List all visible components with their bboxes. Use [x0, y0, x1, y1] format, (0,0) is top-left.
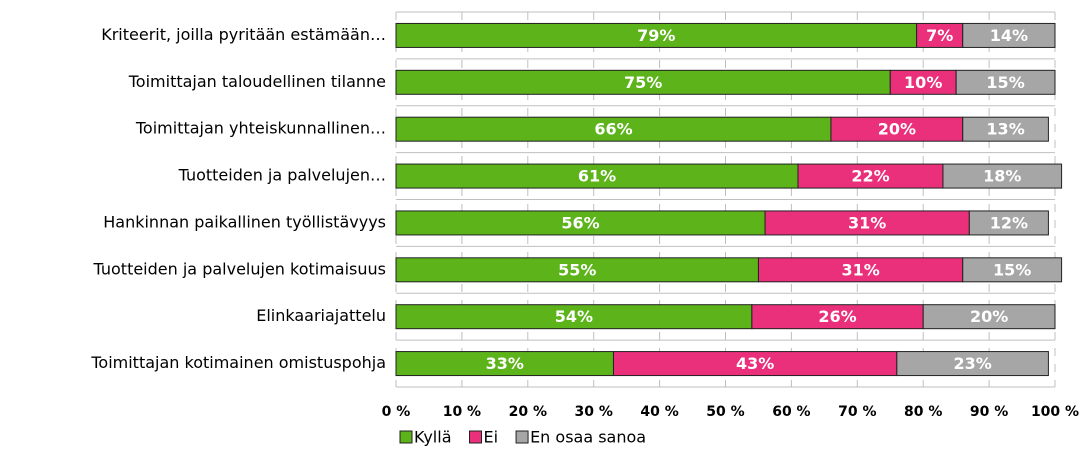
legend-label: Ei [484, 428, 499, 447]
x-tick-label: 50 % [706, 404, 744, 420]
bar-segment [968, 210, 1049, 236]
bar-segment [757, 257, 964, 283]
legend-swatch [469, 430, 482, 444]
value-label: 43% [736, 354, 774, 373]
legend-swatch [399, 430, 413, 444]
bar-segment [395, 116, 832, 142]
x-tick-label: 70 % [838, 404, 876, 420]
value-label: 56% [561, 213, 599, 232]
bar-segment [955, 69, 1056, 95]
legend-label: En osaa sanoa [530, 428, 646, 447]
category-label: Toimittajan kotimainen omistuspohja [90, 353, 386, 372]
bar-segment [395, 304, 753, 330]
bar-segment [962, 22, 1056, 48]
x-tick-label: 10 % [443, 404, 481, 420]
value-label: 75% [624, 73, 662, 92]
value-label: 66% [594, 120, 632, 139]
bar-segment [395, 351, 614, 377]
value-label: 33% [486, 354, 524, 373]
bar-segment [395, 210, 766, 236]
value-label: 20% [878, 120, 916, 139]
bar-segment [830, 116, 964, 142]
x-tick-label: 20 % [509, 404, 547, 420]
value-label: 31% [841, 260, 879, 279]
x-tick-label: 40 % [640, 404, 678, 420]
value-label: 79% [637, 26, 675, 45]
bar-segment [942, 163, 1063, 189]
value-label: 55% [558, 260, 596, 279]
bar-segment [612, 351, 898, 377]
value-label: 12% [990, 213, 1028, 232]
bar-segment [916, 22, 964, 48]
x-tick-label: 30 % [575, 404, 613, 420]
value-label: 14% [990, 26, 1028, 45]
value-label: 13% [986, 120, 1024, 139]
legend-swatch [515, 430, 529, 444]
category-label: Kriteerit, joilla pyritään estämään… [101, 25, 386, 44]
value-label: 22% [851, 167, 889, 186]
bar-segment [962, 257, 1063, 283]
value-label: 18% [983, 167, 1021, 186]
bar-segment [889, 69, 957, 95]
x-tick-label: 60 % [772, 404, 810, 420]
value-label: 23% [953, 354, 991, 373]
category-label: Elinkaariajattelu [256, 306, 386, 325]
category-label: Hankinnan paikallinen työllistävyys [103, 212, 386, 231]
x-tick-label: 0 % [382, 404, 411, 420]
bar-segment [896, 351, 1049, 377]
value-label: 15% [993, 260, 1031, 279]
bar-segment [962, 116, 1049, 142]
x-tick-label: 80 % [904, 404, 942, 420]
bar-segment [395, 163, 799, 189]
category-label: Tuotteiden ja palvelujen… [178, 166, 386, 185]
value-label: 26% [818, 307, 856, 326]
category-label: Toimittajan taloudellinen tilanne [128, 72, 386, 91]
value-label: 15% [986, 73, 1024, 92]
value-label: 7% [926, 26, 953, 45]
category-label: Toimittajan yhteiskunnallinen… [135, 119, 386, 138]
x-tick-label: 90 % [970, 404, 1008, 420]
bar-segment [797, 163, 944, 189]
value-label: 31% [848, 213, 886, 232]
value-label: 10% [904, 73, 942, 92]
bar-segment [922, 304, 1056, 330]
category-label: Tuotteiden ja palvelujen kotimaisuus [93, 259, 386, 278]
x-tick-label: 100 % [1031, 404, 1079, 420]
bar-segment [395, 69, 891, 95]
legend-label: Kyllä [414, 428, 452, 447]
bar-segment [395, 257, 759, 283]
value-label: 20% [970, 307, 1008, 326]
value-label: 54% [555, 307, 593, 326]
value-label: 61% [578, 167, 616, 186]
